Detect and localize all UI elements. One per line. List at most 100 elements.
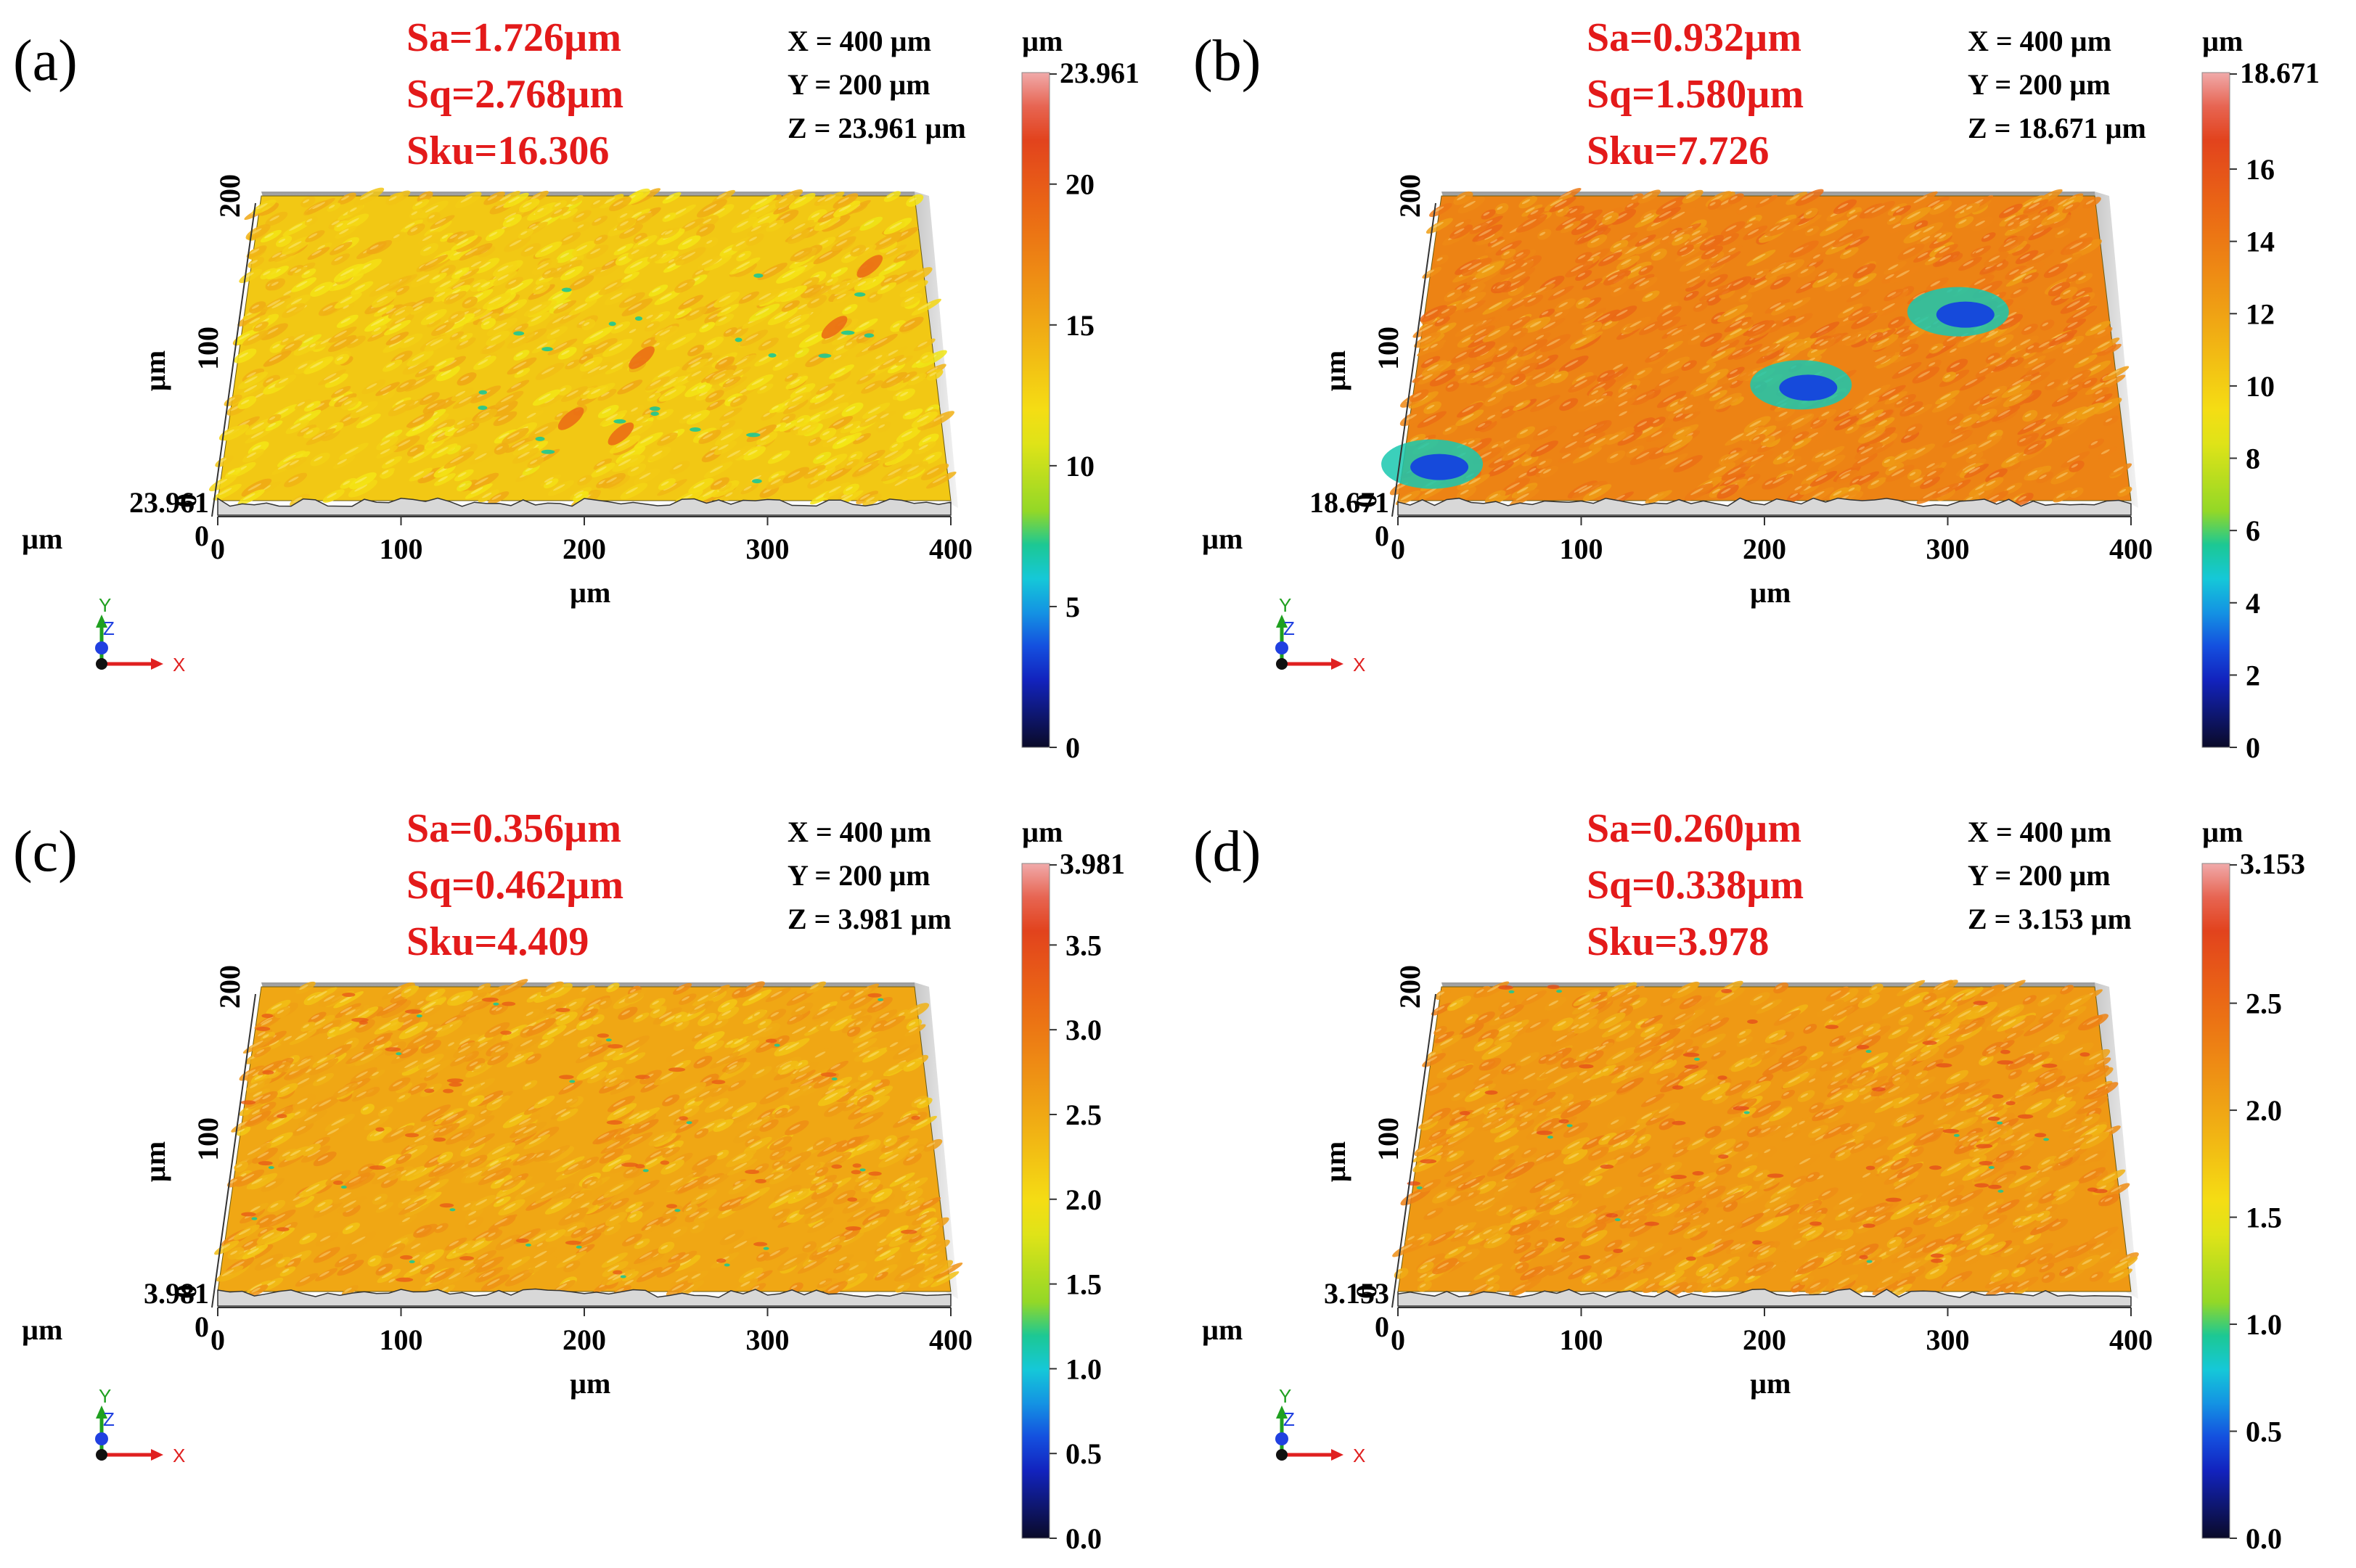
- colorbar-tick-label: 2: [2246, 659, 2260, 691]
- colorbar-tick-label: 3.0: [1065, 1014, 1102, 1046]
- colorbar-tick-label: 1.0: [2246, 1308, 2282, 1341]
- colorbar-tick-label: 6: [2246, 514, 2260, 547]
- z-origin-label: 0: [1375, 520, 1389, 552]
- y-tick-label: 0: [170, 493, 203, 508]
- sku-value: Sku=3.978: [1587, 919, 1769, 964]
- colorbar-tick-label: 14: [2246, 226, 2275, 258]
- x-tick-label: 0: [210, 1323, 225, 1356]
- colorbar-unit: µm: [1022, 816, 1063, 848]
- triad-y-label: Y: [99, 1385, 111, 1407]
- z-axis-unit: µm: [1202, 522, 1243, 555]
- y-tick-label: 200: [213, 965, 246, 1009]
- x-tick-label: 300: [1926, 533, 1970, 565]
- x-tick-label: 400: [2109, 533, 2153, 565]
- dim-x: X = 400 µm: [788, 816, 931, 848]
- x-tick-label: 200: [563, 1323, 606, 1356]
- colorbar-max-label: 3.153: [2240, 847, 2305, 880]
- z-origin-label: 0: [195, 1310, 209, 1343]
- colorbar-tick-label: 0.0: [1065, 1522, 1102, 1555]
- sq-value: Sq=0.462µm: [406, 863, 623, 908]
- y-axis-line: [211, 202, 256, 517]
- panel-figure: (b) Sa=0.932µm Sq=1.580µm Sku=7.726 X = 400 …: [1193, 15, 2320, 764]
- y-tick-label: 0: [1350, 1284, 1383, 1299]
- colorbar-tick-label: 10: [1065, 450, 1095, 483]
- y-axis-unit: µm: [1319, 1141, 1351, 1182]
- surface-topography: [1392, 980, 2139, 1298]
- sku-value: Sku=7.726: [1587, 128, 1769, 173]
- colorbar: [1021, 863, 1050, 1539]
- dim-z: Z = 3.153 µm: [1968, 903, 2132, 935]
- x-tick-label: 100: [380, 533, 423, 565]
- z-base-label: 3.153: [1324, 1277, 1389, 1310]
- sq-value: Sq=2.768µm: [406, 72, 623, 117]
- surface-topography: [1381, 187, 2132, 508]
- triad-x-label: X: [1353, 654, 1365, 676]
- x-tick-label: 400: [929, 1323, 973, 1356]
- surface-topography: [214, 979, 963, 1297]
- y-axis-line: [1391, 993, 1436, 1308]
- colorbar-tick-label: 0.0: [2246, 1522, 2282, 1555]
- triad-z-label: Z: [1283, 1408, 1295, 1430]
- x-tick-label: 400: [929, 533, 973, 565]
- x-tick-label: 300: [1926, 1323, 1970, 1356]
- dim-y: Y = 200 µm: [788, 68, 930, 101]
- colorbar-tick-label: 8: [2246, 443, 2260, 475]
- x-tick-label: 100: [380, 1323, 423, 1356]
- dim-x: X = 400 µm: [1968, 816, 2111, 848]
- axis-triad: X YZ: [1275, 1385, 1365, 1466]
- x-tick-label: 300: [746, 1323, 790, 1356]
- y-tick-label: 0: [1350, 493, 1383, 508]
- front-profile: [1397, 1288, 2132, 1307]
- x-tick-label: 100: [1560, 533, 1603, 565]
- dim-y: Y = 200 µm: [1968, 68, 2111, 101]
- z-axis-unit: µm: [1202, 1313, 1243, 1346]
- triad-z-label: Z: [103, 1408, 115, 1430]
- colorbar-unit: µm: [2202, 25, 2243, 57]
- panel-figure: (a) Sa=1.726µm Sq=2.768µm Sku=16.306 X = 400…: [13, 15, 1140, 764]
- dim-x: X = 400 µm: [788, 25, 931, 57]
- colorbar-max-label: 23.961: [1060, 57, 1140, 89]
- sa-value: Sa=0.932µm: [1587, 15, 1801, 60]
- x-tick-label: 0: [1391, 1323, 1405, 1356]
- colorbar-unit: µm: [2202, 816, 2243, 848]
- y-axis-line: [1391, 202, 1436, 517]
- z-origin-label: 0: [1375, 1310, 1389, 1343]
- colorbar: [2201, 863, 2230, 1539]
- x-tick-label: 200: [563, 533, 606, 565]
- colorbar-tick-label: 1.0: [1065, 1352, 1102, 1385]
- panel-d: (d) Sa=0.260µm Sq=0.338µm Sku=3.978 X = 400 …: [1180, 791, 2356, 1567]
- y-tick-label: 200: [1394, 174, 1426, 218]
- y-axis-line: [211, 993, 256, 1308]
- z-origin-label: 0: [195, 520, 209, 552]
- dim-z: Z = 23.961 µm: [788, 112, 966, 144]
- dim-z: Z = 3.981 µm: [788, 903, 952, 935]
- colorbar-tick-label: 0: [1065, 731, 1080, 764]
- y-tick-label: 0: [170, 1284, 203, 1299]
- y-tick-label: 200: [213, 174, 246, 218]
- panel-figure: (c) Sa=0.356µm Sq=0.462µm Sku=4.409 X = 400 …: [13, 806, 1125, 1555]
- y-tick-label: 200: [1394, 965, 1426, 1009]
- colorbar-tick-label: 2.0: [2246, 1094, 2282, 1127]
- colorbar-tick-label: 15: [1065, 309, 1095, 342]
- x-tick-label: 300: [746, 533, 790, 565]
- triad-y-label: Y: [1279, 1385, 1291, 1407]
- sa-value: Sa=0.260µm: [1587, 806, 1801, 851]
- sa-value: Sa=0.356µm: [406, 806, 621, 851]
- panel-b: (b) Sa=0.932µm Sq=1.580µm Sku=7.726 X = 400 …: [1180, 0, 2356, 776]
- dim-y: Y = 200 µm: [788, 859, 930, 892]
- x-axis-unit: µm: [570, 1367, 610, 1400]
- dim-x: X = 400 µm: [1968, 25, 2111, 57]
- triad-z-label: Z: [103, 617, 115, 639]
- sa-value: Sa=1.726µm: [406, 15, 621, 60]
- colorbar-tick-label: 2.5: [1065, 1099, 1102, 1131]
- colorbar-tick-label: 5: [1065, 591, 1080, 623]
- sku-value: Sku=4.409: [406, 919, 589, 964]
- x-tick-label: 200: [1743, 1323, 1786, 1356]
- y-tick-label: 100: [192, 327, 224, 370]
- sq-value: Sq=1.580µm: [1587, 72, 1804, 117]
- colorbar: [2201, 72, 2230, 748]
- front-profile: [1397, 497, 2132, 516]
- y-axis-unit: µm: [139, 1141, 171, 1182]
- front-profile: [217, 1288, 952, 1307]
- panel-label: (a): [13, 29, 78, 93]
